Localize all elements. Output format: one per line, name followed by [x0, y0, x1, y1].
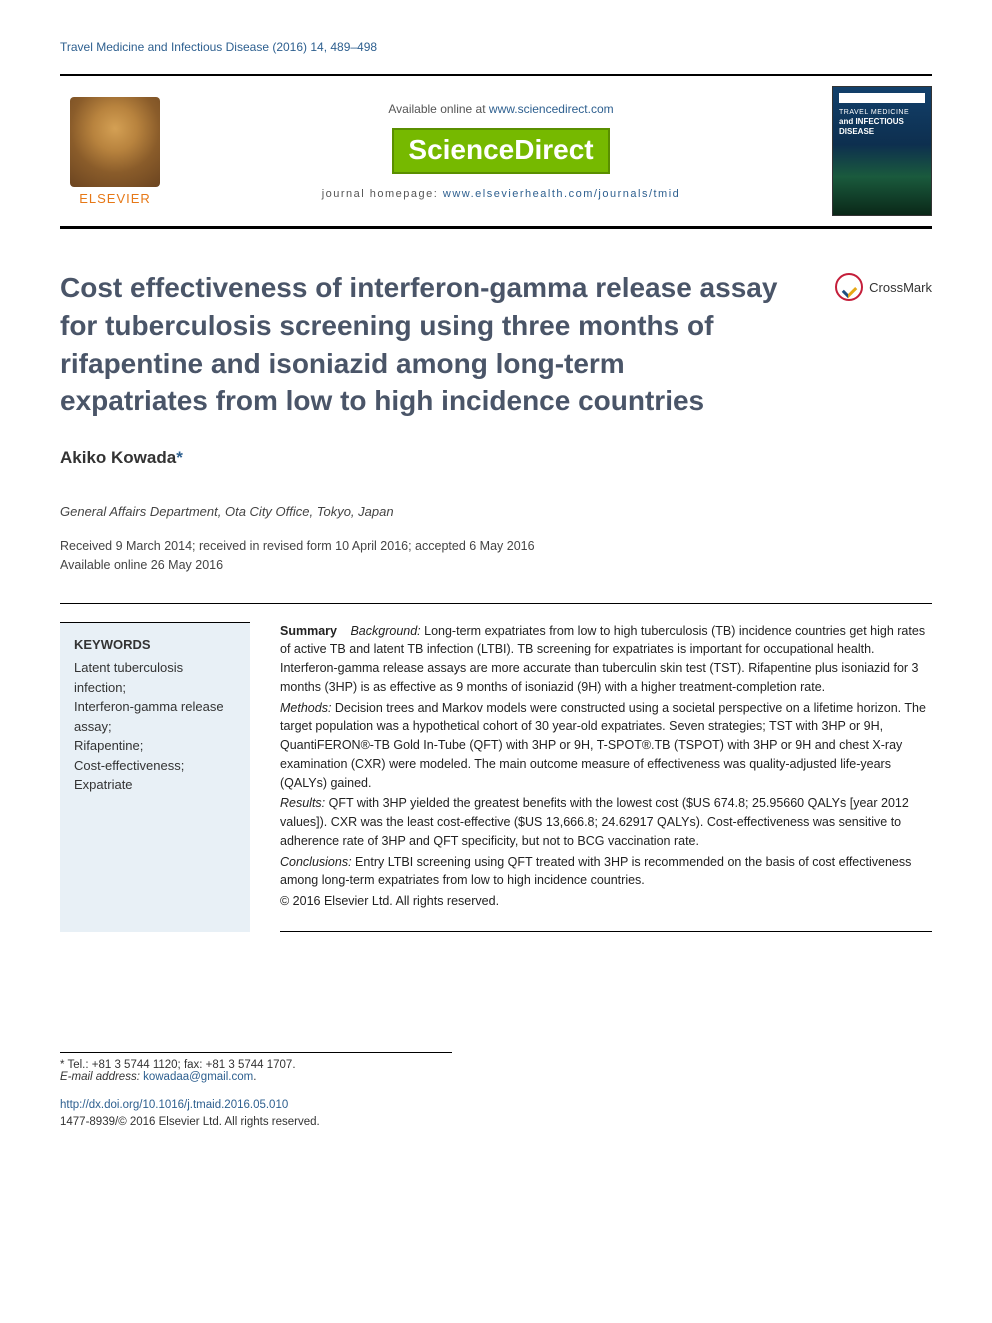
- dates-received: Received 9 March 2014; received in revis…: [60, 537, 932, 556]
- homepage-url[interactable]: www.elsevierhealth.com/journals/tmid: [443, 188, 680, 200]
- crossmark-icon: [835, 273, 863, 301]
- crossmark-badge[interactable]: CrossMark: [835, 273, 932, 301]
- abstract-section: KEYWORDS Latent tuberculosis infection; …: [60, 603, 932, 932]
- available-prefix: Available online at: [388, 102, 489, 116]
- results-label: Results:: [280, 796, 325, 810]
- author-name: Akiko Kowada: [60, 448, 176, 467]
- tel-label: * Tel.:: [60, 1059, 92, 1071]
- methods-label: Methods:: [280, 701, 331, 715]
- available-online-line: Available online at www.sciencedirect.co…: [190, 102, 812, 116]
- sciencedirect-url[interactable]: www.sciencedirect.com: [489, 102, 614, 116]
- journal-cover-thumbnail: TRAVEL MEDICINE and INFECTIOUS DISEASE: [832, 86, 932, 216]
- author-line: Akiko Kowada*: [60, 448, 932, 468]
- author-email[interactable]: kowadaa@gmail.com: [143, 1071, 253, 1083]
- header-center: Available online at www.sciencedirect.co…: [170, 102, 832, 200]
- citation-line: Travel Medicine and Infectious Disease (…: [60, 40, 932, 54]
- conclusions-label: Conclusions:: [280, 855, 352, 869]
- doi-link[interactable]: http://dx.doi.org/10.1016/j.tmaid.2016.0…: [60, 1099, 288, 1111]
- abstract-body: Summary Background: Long-term expatriate…: [280, 622, 932, 932]
- conclusions-text: Entry LTBI screening using QFT treated w…: [280, 855, 911, 888]
- homepage-prefix: journal homepage:: [322, 188, 443, 200]
- cover-line1: TRAVEL MEDICINE: [839, 109, 925, 116]
- crossmark-label: CrossMark: [869, 280, 932, 295]
- footer-identifiers: http://dx.doi.org/10.1016/j.tmaid.2016.0…: [60, 1097, 932, 1132]
- article-title: Cost effectiveness of interferon-gamma r…: [60, 269, 780, 420]
- results-text: QFT with 3HP yielded the greatest benefi…: [280, 796, 909, 848]
- issn-copyright: 1477-8939/© 2016 Elsevier Ltd. All right…: [60, 1114, 932, 1131]
- summary-label: Summary: [280, 624, 337, 638]
- email-suffix: .: [253, 1071, 256, 1083]
- corresponding-footnote: * Tel.: +81 3 5744 1120; fax: +81 3 5744…: [60, 1052, 452, 1083]
- keywords-list: Latent tuberculosis infection; Interfero…: [74, 658, 236, 795]
- journal-header: ELSEVIER Available online at www.science…: [60, 74, 932, 229]
- keywords-box: KEYWORDS Latent tuberculosis infection; …: [60, 622, 250, 932]
- cover-line3: DISEASE: [839, 127, 925, 136]
- sciencedirect-logo: ScienceDirect: [392, 128, 609, 174]
- elsevier-tree-icon: [70, 97, 160, 187]
- article-dates: Received 9 March 2014; received in revis…: [60, 537, 932, 575]
- homepage-line: journal homepage: www.elsevierhealth.com…: [190, 188, 812, 200]
- keywords-heading: KEYWORDS: [74, 635, 236, 655]
- background-label: Background:: [350, 624, 420, 638]
- elsevier-logo-block: ELSEVIER: [60, 97, 170, 206]
- dates-online: Available online 26 May 2016: [60, 556, 932, 575]
- affiliation: General Affairs Department, Ota City Off…: [60, 504, 932, 519]
- methods-text: Decision trees and Markov models were co…: [280, 701, 926, 790]
- email-label: E-mail address:: [60, 1071, 143, 1083]
- abstract-copyright: © 2016 Elsevier Ltd. All rights reserved…: [280, 892, 932, 911]
- cover-line2: and INFECTIOUS: [839, 117, 925, 126]
- corresponding-mark: *: [176, 448, 183, 467]
- tel-value: +81 3 5744 1120; fax: +81 3 5744 1707.: [92, 1059, 296, 1071]
- elsevier-label: ELSEVIER: [79, 191, 151, 206]
